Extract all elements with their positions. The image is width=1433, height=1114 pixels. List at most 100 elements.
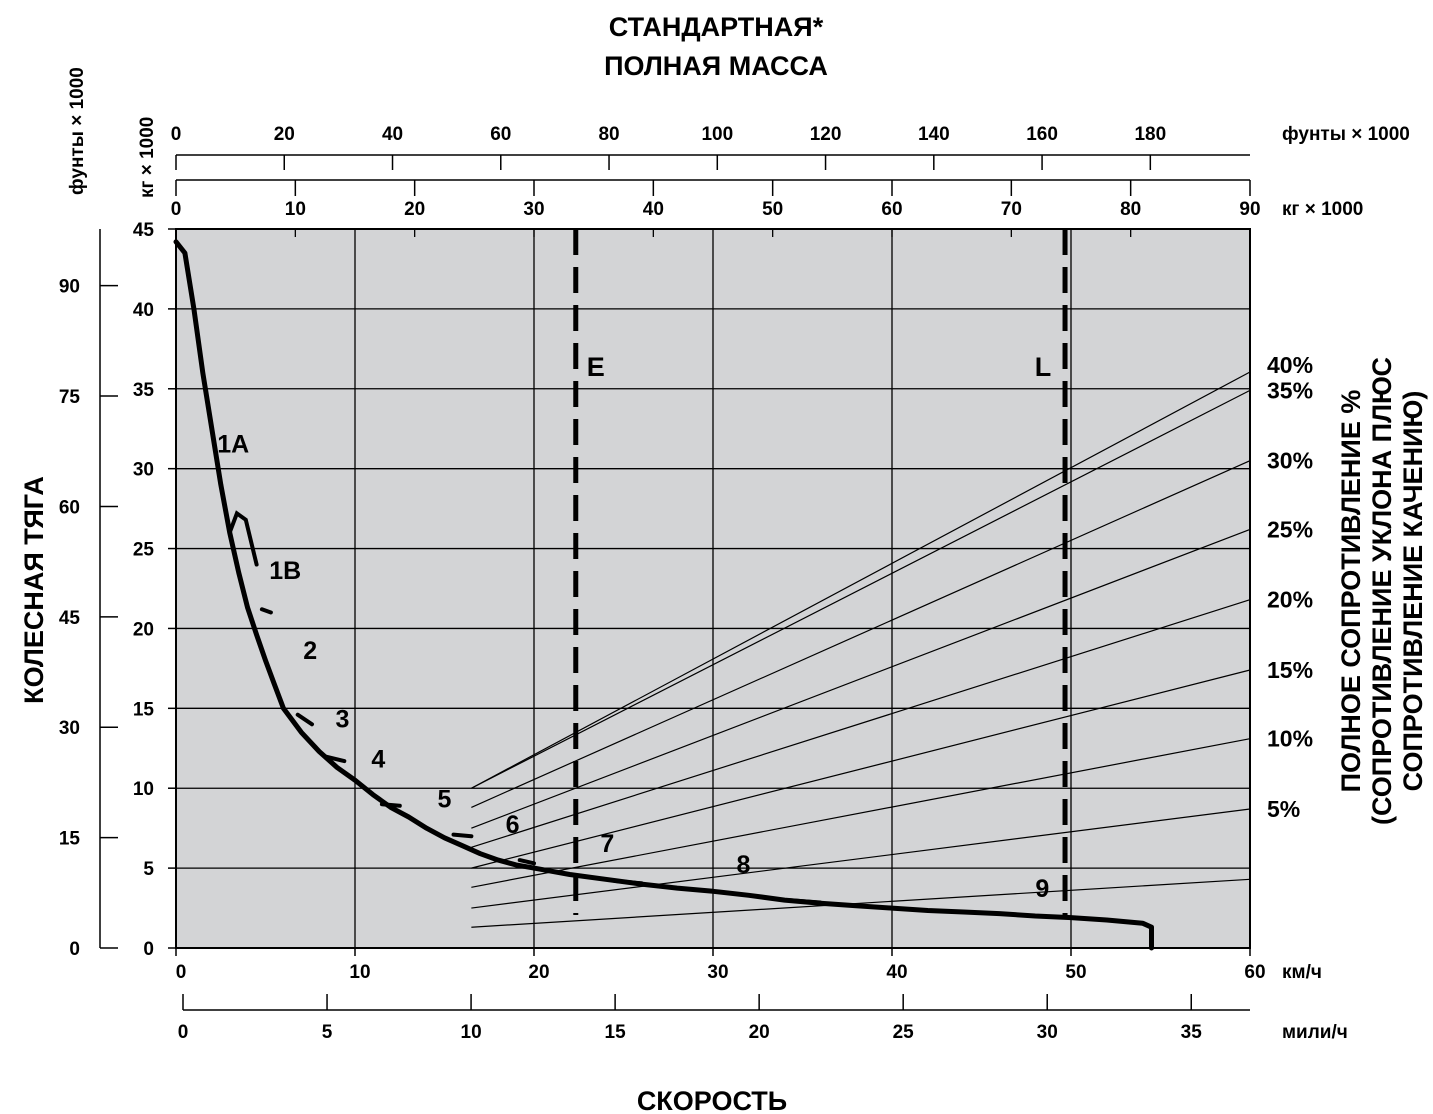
y-kg-tick-label: 45 — [133, 220, 155, 241]
mass-kg-tick-label: 70 — [1001, 199, 1022, 220]
resistance-line — [471, 389, 1251, 789]
rimpull-curve — [173, 239, 1154, 951]
gear-labels-layer: 1A 1B 2 34 5 6 7 8 9 — [217, 431, 1049, 903]
gear-shift-hook — [517, 858, 536, 866]
resistance-line — [471, 528, 1251, 829]
y-lb-tick-label: 15 — [59, 829, 81, 850]
gear-label: 3 — [336, 706, 350, 734]
gear-shift-hook — [612, 878, 644, 886]
mass-kg-tick-label: 80 — [1120, 199, 1141, 220]
gear-shift-hook — [379, 802, 402, 808]
gear-label: 2 — [303, 637, 317, 665]
x-kmh-tick-label: 20 — [528, 962, 549, 983]
x-mph-tick-label: 35 — [1181, 1022, 1203, 1043]
gear-shift-hook — [259, 607, 273, 615]
x-mph-tick-label: 15 — [605, 1022, 627, 1043]
mass-lb-tick-label: 60 — [490, 124, 511, 145]
y-kg-tick-label: 25 — [133, 540, 155, 561]
resistance-line — [471, 371, 1251, 789]
right-axis-title-line-3: СОПРОТИВЛЕНИЕ КАЧЕНИЮ) — [1398, 391, 1428, 792]
rimpull-curve-layer — [173, 239, 1154, 951]
y-lb-tick-label: 90 — [59, 277, 80, 298]
y-kg-tick-label: 20 — [133, 619, 154, 640]
unit-lb-vertical: фунты × 1000 — [67, 67, 88, 195]
resistance-label: 40% — [1267, 352, 1313, 378]
mass-kg-tick-label: 90 — [1239, 199, 1260, 220]
mass-kg-tick-label: 10 — [285, 199, 306, 220]
x-mph-tick-label: 10 — [461, 1022, 482, 1043]
mass-kg-tick-label: 60 — [881, 199, 902, 220]
mass-marker-label: L — [1035, 352, 1052, 382]
mass-lb-tick-label: 140 — [918, 124, 950, 145]
unit-kg-top: кг × 1000 — [1282, 199, 1363, 220]
right-axis-title-line-1: ПОЛНОЕ СОПРОТИВЛЕНИЕ % — [1336, 390, 1366, 793]
x-kmh-tick-label: 30 — [707, 962, 728, 983]
resistance-lines-layer: 5% 10% 15% 20% 25% 30% 35%40% — [471, 352, 1313, 928]
mass-lb-tick-label: 120 — [810, 124, 842, 145]
gear-label: 1B — [269, 557, 301, 585]
gear-label: 8 — [736, 851, 750, 879]
mass-kg-tick-label: 30 — [523, 199, 544, 220]
gear-label: 1A — [217, 431, 249, 459]
gear-label: 5 — [438, 785, 452, 813]
resistance-label: 10% — [1267, 726, 1313, 752]
mass-lb-tick-label: 20 — [274, 124, 295, 145]
grid-layer — [176, 229, 1250, 948]
mass-kg-tick-label: 20 — [404, 199, 425, 220]
gear-shift-hook — [451, 832, 474, 839]
left-axis-title: КОЛЕСНАЯ ТЯГА — [19, 476, 49, 704]
x-mph-tick-label: 5 — [322, 1022, 333, 1043]
resistance-label: 35% — [1267, 377, 1313, 403]
bottom-axis-title: СКОРОСТЬ — [637, 1086, 787, 1114]
x-kmh-tick-label: 60 — [1244, 962, 1265, 983]
gear-shift-hook — [295, 712, 314, 727]
resistance-line — [471, 878, 1251, 928]
resistance-line — [471, 808, 1251, 909]
resistance-line — [471, 460, 1251, 808]
gear-label: 6 — [506, 811, 520, 839]
mass-marker-label: E — [587, 352, 605, 382]
gear-label: 4 — [371, 745, 385, 773]
unit-kmh: км/ч — [1282, 962, 1322, 983]
mass-kg-tick-label: 50 — [762, 199, 783, 220]
right-axis-title: ПОЛНОЕ СОПРОТИВЛЕНИЕ % (СОПРОТИВЛЕНИЕ УК… — [1336, 357, 1428, 825]
mass-lb-tick-label: 160 — [1026, 124, 1058, 145]
mass-kg-tick-label: 40 — [643, 199, 664, 220]
unit-lb-top: фунты × 1000 — [1282, 124, 1410, 145]
x-kmh-tick-label: 40 — [886, 962, 907, 983]
y-lb-tick-label: 60 — [59, 497, 80, 518]
resistance-line — [471, 738, 1251, 888]
gear-shift-hook — [322, 754, 347, 764]
y-kg-tick-label: 10 — [133, 779, 154, 800]
resistance-label: 20% — [1267, 587, 1313, 613]
mass-lb-tick-label: 40 — [382, 124, 403, 145]
chart-title-line-2: ПОЛНАЯ МАССА — [604, 51, 828, 81]
gear-shift-hook — [786, 898, 823, 905]
y-kg-tick-label: 40 — [133, 300, 154, 321]
y-lb-tick-label: 0 — [69, 939, 80, 960]
resistance-label: 15% — [1267, 657, 1313, 683]
x-mph-tick-label: 20 — [749, 1022, 770, 1043]
y-kg-tick-label: 15 — [133, 699, 155, 720]
resistance-label: 25% — [1267, 516, 1313, 542]
gear-shift-hook — [227, 510, 259, 567]
mass-kg-tick-label: 0 — [171, 199, 182, 220]
gear-label: 9 — [1035, 875, 1049, 903]
x-kmh-tick-label: 50 — [1065, 962, 1086, 983]
y-kg-tick-label: 30 — [133, 460, 154, 481]
y-lb-tick-label: 30 — [59, 718, 80, 739]
mass-lb-tick-label: 180 — [1134, 124, 1166, 145]
mass-lb-tick-label: 80 — [598, 124, 619, 145]
x-mph-tick-label: 25 — [893, 1022, 915, 1043]
chart-title-line-1: СТАНДАРТНАЯ* — [609, 12, 824, 42]
resistance-label: 30% — [1267, 448, 1313, 474]
y-lb-tick-label: 45 — [59, 608, 81, 629]
y-lb-tick-label: 75 — [59, 387, 81, 408]
mass-lb-tick-label: 100 — [701, 124, 733, 145]
x-kmh-tick-label: 0 — [176, 962, 187, 983]
mass-lb-tick-label: 0 — [171, 124, 182, 145]
y-kg-tick-label: 5 — [143, 859, 154, 880]
x-mph-tick-label: 30 — [1037, 1022, 1058, 1043]
